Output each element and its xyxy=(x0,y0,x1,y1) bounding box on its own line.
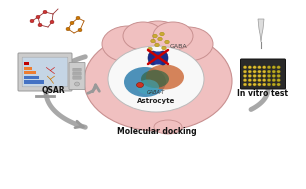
Ellipse shape xyxy=(272,79,275,82)
FancyBboxPatch shape xyxy=(73,76,81,79)
Text: QSAR: QSAR xyxy=(41,87,65,95)
Ellipse shape xyxy=(253,70,256,73)
Ellipse shape xyxy=(151,39,155,43)
FancyBboxPatch shape xyxy=(73,72,81,75)
Ellipse shape xyxy=(155,43,159,47)
Ellipse shape xyxy=(248,66,252,69)
Ellipse shape xyxy=(248,83,252,86)
Ellipse shape xyxy=(243,66,247,69)
Ellipse shape xyxy=(124,67,166,97)
Ellipse shape xyxy=(277,74,280,77)
Ellipse shape xyxy=(141,70,169,88)
Bar xyxy=(24,67,32,70)
Ellipse shape xyxy=(258,79,261,82)
Ellipse shape xyxy=(158,51,168,65)
Bar xyxy=(24,71,36,74)
Ellipse shape xyxy=(263,70,266,73)
Ellipse shape xyxy=(243,70,247,73)
Ellipse shape xyxy=(148,47,152,51)
Bar xyxy=(24,76,39,79)
Ellipse shape xyxy=(165,40,169,44)
Ellipse shape xyxy=(263,74,266,77)
FancyArrowPatch shape xyxy=(88,85,99,93)
Ellipse shape xyxy=(248,70,252,73)
Ellipse shape xyxy=(258,66,261,69)
Ellipse shape xyxy=(163,27,213,61)
Ellipse shape xyxy=(272,70,275,73)
Polygon shape xyxy=(258,19,264,42)
Ellipse shape xyxy=(38,23,42,27)
Text: Molecular docking: Molecular docking xyxy=(117,126,197,136)
Ellipse shape xyxy=(258,83,261,86)
Ellipse shape xyxy=(263,66,266,69)
Ellipse shape xyxy=(267,83,271,86)
Ellipse shape xyxy=(136,83,144,88)
Ellipse shape xyxy=(146,64,184,90)
Ellipse shape xyxy=(70,21,74,25)
Text: In vitro test: In vitro test xyxy=(237,88,289,98)
Bar xyxy=(24,62,29,65)
Ellipse shape xyxy=(277,83,280,86)
FancyBboxPatch shape xyxy=(73,68,81,71)
Ellipse shape xyxy=(153,22,193,50)
Ellipse shape xyxy=(267,70,271,73)
Ellipse shape xyxy=(272,74,275,77)
Ellipse shape xyxy=(160,32,164,36)
Ellipse shape xyxy=(50,20,54,24)
Ellipse shape xyxy=(263,79,266,82)
Ellipse shape xyxy=(277,66,280,69)
Ellipse shape xyxy=(277,70,280,73)
Ellipse shape xyxy=(78,28,82,32)
Ellipse shape xyxy=(102,26,154,62)
Ellipse shape xyxy=(36,15,40,19)
Ellipse shape xyxy=(248,79,252,82)
Ellipse shape xyxy=(277,79,280,82)
FancyBboxPatch shape xyxy=(69,63,85,90)
Ellipse shape xyxy=(267,74,271,77)
Ellipse shape xyxy=(148,51,158,65)
Ellipse shape xyxy=(30,19,34,23)
Ellipse shape xyxy=(253,74,256,77)
FancyBboxPatch shape xyxy=(155,51,162,64)
Ellipse shape xyxy=(132,21,184,57)
Ellipse shape xyxy=(272,83,275,86)
Bar xyxy=(24,80,44,84)
FancyBboxPatch shape xyxy=(241,59,285,89)
Ellipse shape xyxy=(84,31,232,131)
Ellipse shape xyxy=(123,22,163,50)
Ellipse shape xyxy=(137,80,159,94)
Ellipse shape xyxy=(108,46,204,112)
Ellipse shape xyxy=(258,74,261,77)
Ellipse shape xyxy=(153,34,157,38)
Ellipse shape xyxy=(243,74,247,77)
FancyBboxPatch shape xyxy=(18,53,72,91)
Ellipse shape xyxy=(243,79,247,82)
Ellipse shape xyxy=(253,66,256,69)
Ellipse shape xyxy=(267,79,271,82)
Ellipse shape xyxy=(267,66,271,69)
Ellipse shape xyxy=(253,83,256,86)
Ellipse shape xyxy=(74,82,80,86)
Ellipse shape xyxy=(158,37,162,41)
Text: GABA: GABA xyxy=(169,43,187,49)
Ellipse shape xyxy=(248,74,252,77)
Ellipse shape xyxy=(272,66,275,69)
Ellipse shape xyxy=(258,70,261,73)
Ellipse shape xyxy=(243,83,247,86)
Ellipse shape xyxy=(253,79,256,82)
Ellipse shape xyxy=(43,10,47,14)
Ellipse shape xyxy=(154,120,182,134)
Ellipse shape xyxy=(162,46,166,50)
Ellipse shape xyxy=(66,27,70,31)
Text: GABA-T: GABA-T xyxy=(147,91,165,95)
Text: Astrocyte: Astrocyte xyxy=(137,98,175,104)
FancyBboxPatch shape xyxy=(22,57,68,87)
Ellipse shape xyxy=(76,16,80,20)
Ellipse shape xyxy=(263,83,266,86)
